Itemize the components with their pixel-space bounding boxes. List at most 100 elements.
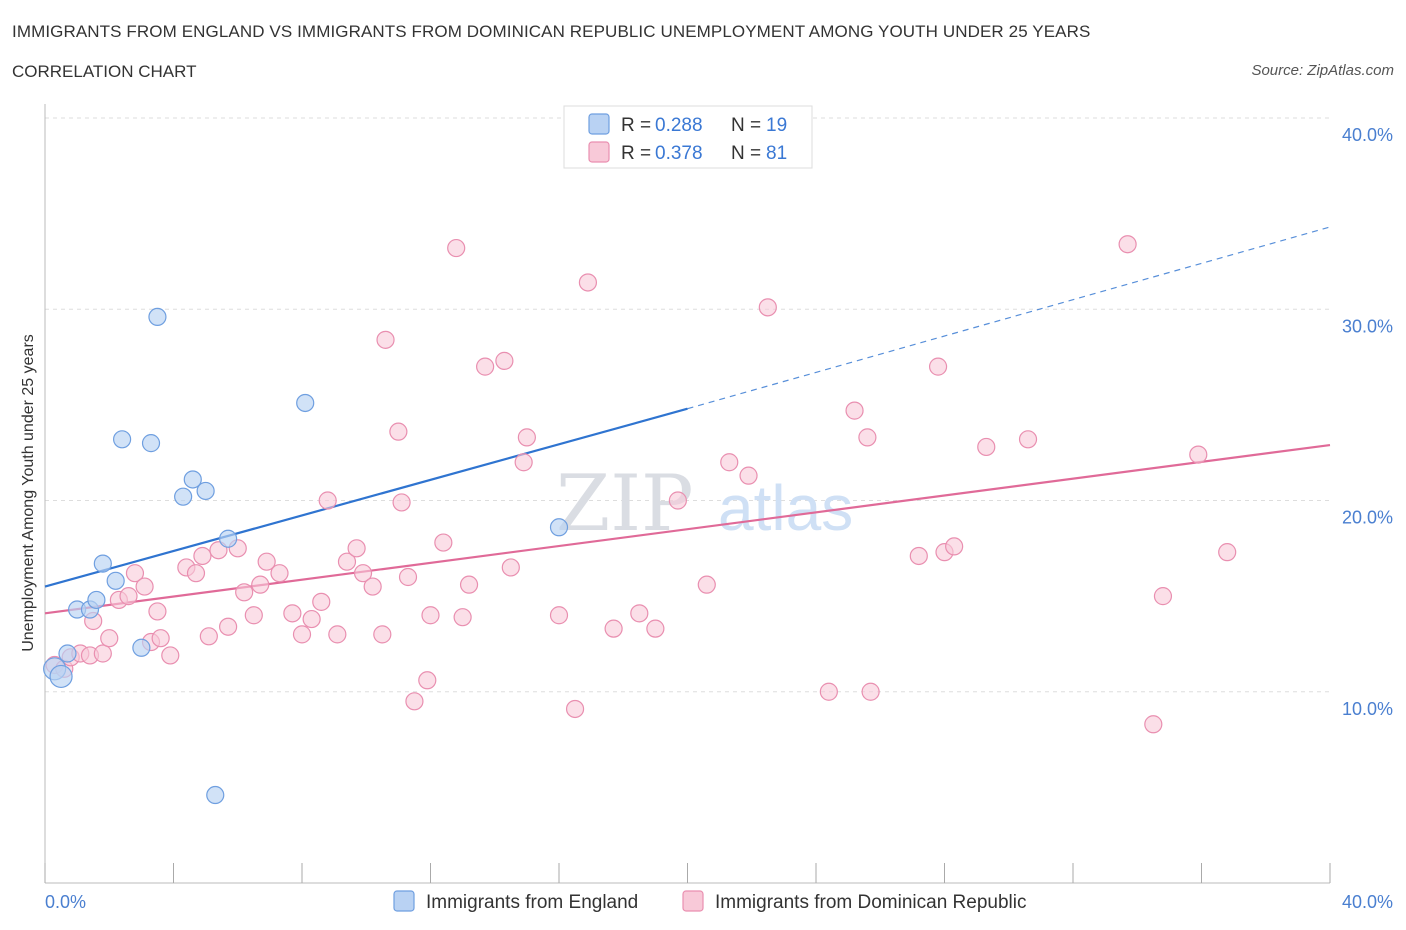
point-dominican-46: [434, 533, 453, 552]
point-dominican-42: [398, 567, 418, 587]
source-credit: Source: ZipAtlas.com: [1251, 62, 1394, 79]
y-axis-label: Unemployment Among Youth under 25 years: [20, 334, 37, 652]
point-dominican-10: [125, 564, 145, 583]
point-england-9: [132, 638, 151, 657]
bottom-legend-england-label: Immigrants from England: [426, 892, 638, 913]
point-dominican-74: [977, 437, 996, 457]
point-dominican-68: [858, 428, 877, 447]
point-dominican-53: [514, 453, 533, 472]
point-dominican-59: [630, 604, 649, 623]
bottom-legend: Immigrants from England Immigrants from …: [393, 890, 1027, 913]
point-dominican-30: [302, 609, 321, 629]
series-england-points: [43, 307, 569, 805]
point-dominican-51: [495, 351, 514, 370]
point-england-2: [58, 644, 77, 663]
point-dominican-29: [292, 625, 312, 644]
y-tick-label-2: 30.0%: [1342, 316, 1393, 336]
point-england-1: [49, 664, 73, 689]
point-dominican-65: [758, 298, 777, 317]
legend-dominican-swatch: [588, 141, 610, 163]
point-dominican-23: [235, 583, 254, 602]
point-dominican-25: [251, 575, 270, 594]
point-dominican-38: [373, 625, 392, 644]
point-england-7: [106, 571, 125, 590]
y-tick-label-3: 40.0%: [1342, 125, 1393, 145]
point-dominican-80: [1218, 543, 1237, 562]
point-dominican-27: [270, 564, 289, 583]
point-england-12: [174, 487, 193, 506]
series-dominican-points: [45, 235, 1237, 734]
point-dominican-57: [578, 273, 598, 292]
top-legend: R = 0.288 N = 19 R = 0.378 N = 81: [563, 105, 813, 169]
point-dominican-34: [337, 552, 357, 571]
point-dominican-41: [392, 493, 411, 512]
point-england-15: [206, 785, 225, 805]
x-tick-label-min: 0.0%: [45, 892, 86, 912]
point-dominican-11: [135, 577, 154, 596]
point-dominican-79: [1189, 445, 1208, 464]
point-england-18: [549, 518, 569, 537]
point-dominican-62: [697, 575, 716, 594]
point-dominican-17: [186, 564, 206, 583]
point-dominican-6: [93, 644, 112, 663]
point-dominican-44: [418, 671, 437, 690]
legend-dominican-n-label: N =: [731, 143, 761, 164]
point-dominican-45: [421, 606, 440, 625]
point-dominican-64: [739, 466, 758, 485]
y-tick-label-0: 10.0%: [1342, 699, 1393, 719]
point-dominican-18: [193, 546, 212, 566]
point-dominican-50: [476, 357, 495, 376]
y-axis-tick-labels: 10.0% 20.0% 30.0% 40.0%: [1342, 125, 1393, 719]
bottom-legend-dominican-swatch: [682, 890, 704, 912]
point-dominican-69: [861, 682, 880, 701]
chart-subtitle: CORRELATION CHART: [12, 62, 197, 81]
point-dominican-14: [151, 629, 170, 648]
point-england-17: [296, 393, 315, 413]
bottom-legend-england-swatch: [393, 890, 415, 912]
point-dominican-77: [1153, 587, 1173, 606]
point-england-14: [196, 481, 215, 501]
point-england-8: [112, 430, 132, 449]
y-tick-label-1: 20.0%: [1342, 508, 1393, 528]
point-dominican-52: [501, 558, 520, 577]
point-england-11: [148, 307, 167, 326]
point-dominican-33: [328, 625, 347, 644]
point-dominican-15: [161, 646, 180, 665]
point-england-10: [141, 434, 161, 453]
point-dominican-37: [363, 577, 382, 596]
point-dominican-48: [453, 608, 472, 627]
x-axis-ticks: [44, 863, 1331, 883]
point-england-13: [183, 470, 202, 489]
point-dominican-40: [389, 422, 408, 441]
trend-line-england: [44, 407, 688, 588]
point-dominican-60: [646, 619, 665, 638]
point-dominican-26: [257, 552, 276, 571]
point-dominican-13: [148, 602, 167, 621]
chart-title: IMMIGRANTS FROM ENGLAND VS IMMIGRANTS FR…: [12, 22, 1091, 41]
point-dominican-9: [119, 587, 138, 606]
point-dominican-19: [199, 627, 218, 646]
point-dominican-47: [447, 238, 466, 258]
legend-dominican-r-label: R =: [621, 143, 651, 164]
legend-england-r-value: 0.288: [655, 115, 703, 136]
point-dominican-32: [318, 491, 337, 510]
legend-dominican-r-value: 0.378: [655, 143, 703, 164]
point-england-16: [219, 529, 238, 548]
point-dominican-76: [1118, 235, 1137, 254]
point-dominican-66: [819, 682, 838, 701]
point-dominican-55: [549, 606, 569, 625]
point-dominican-31: [312, 592, 331, 611]
point-dominican-36: [353, 564, 373, 583]
point-dominican-71: [928, 357, 948, 376]
grid-lines: [45, 117, 1330, 693]
point-dominican-73: [945, 537, 964, 556]
watermark: ZIP atlas: [556, 459, 853, 549]
point-dominican-28: [283, 604, 302, 623]
bottom-legend-dominican-label: Immigrants from Dominican Republic: [715, 892, 1027, 913]
point-dominican-21: [219, 617, 238, 636]
point-dominican-49: [459, 575, 479, 594]
legend-england-n-value: 19: [766, 115, 787, 136]
legend-england-r-label: R =: [621, 115, 651, 136]
legend-england-n-label: N =: [731, 115, 761, 136]
